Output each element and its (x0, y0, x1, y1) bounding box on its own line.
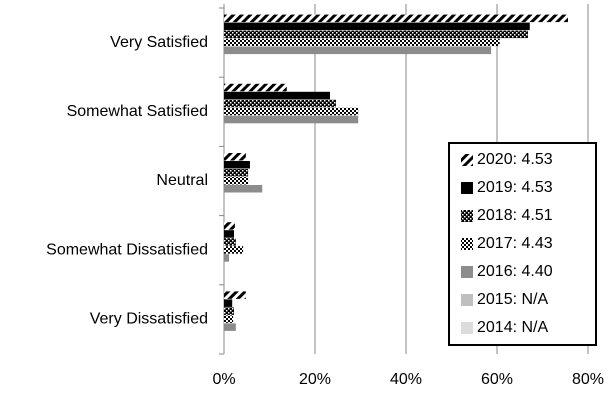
bar (224, 115, 359, 124)
x-tick-label: 60% (481, 371, 513, 388)
y-tick-label: Very Dissatisfied (90, 311, 208, 328)
bar (224, 169, 249, 177)
bar (224, 161, 250, 169)
legend-swatch (461, 266, 473, 278)
bar (224, 46, 492, 55)
bar (224, 83, 287, 92)
legend-label: 2018: 4.51 (477, 207, 553, 224)
y-tick-label: Somewhat Satisfied (67, 103, 208, 120)
bar (224, 254, 230, 262)
x-tick-label: 0% (212, 371, 235, 388)
legend-label: 2014: N/A (477, 319, 548, 336)
x-tick-label: 80% (572, 371, 604, 388)
legend-box (448, 142, 597, 346)
legend-label: 2019: 4.53 (477, 179, 553, 196)
x-tick-label: 20% (299, 371, 331, 388)
bar (224, 177, 249, 185)
bar (224, 30, 528, 39)
legend-swatch (461, 294, 473, 306)
legend-swatch (461, 182, 473, 194)
legend-swatch (461, 238, 473, 250)
y-tick-label: Neutral (156, 172, 208, 189)
bar (224, 107, 359, 116)
bar (224, 185, 263, 193)
y-tick-label: Very Satisfied (110, 34, 208, 51)
bar (224, 307, 235, 315)
bar (224, 222, 235, 230)
bar (224, 38, 500, 47)
legend-swatch (461, 210, 473, 222)
bar (224, 99, 336, 108)
legend-label: 2015: N/A (477, 291, 548, 308)
legend-label: 2017: 4.43 (477, 235, 553, 252)
bar (224, 230, 235, 238)
legend-swatch (461, 322, 473, 334)
legend-label: 2016: 4.40 (477, 263, 553, 280)
bar (224, 291, 246, 299)
bar (224, 238, 236, 246)
bar (224, 323, 236, 331)
legend-label: 2020: 4.53 (477, 151, 553, 168)
bar (224, 299, 233, 307)
bar (224, 91, 331, 100)
bar (224, 246, 244, 254)
x-tick-label: 40% (390, 371, 422, 388)
bar (224, 14, 568, 23)
bar (224, 315, 234, 323)
y-tick-label: Somewhat Dissatisfied (46, 241, 208, 258)
legend-swatch (461, 154, 473, 166)
bar (224, 153, 246, 161)
bar (224, 22, 530, 31)
